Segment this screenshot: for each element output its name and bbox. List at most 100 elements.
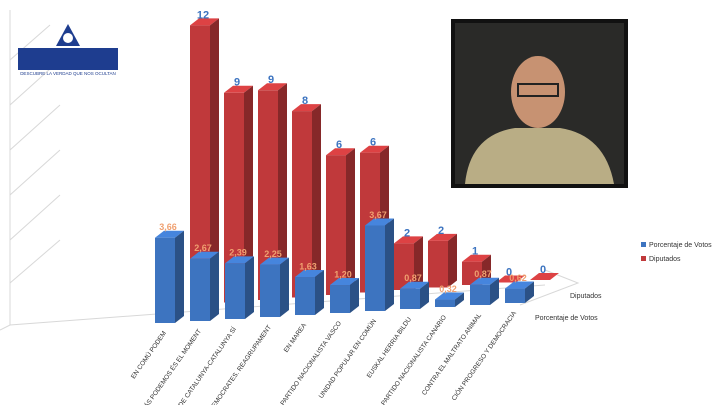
data-label: 2,67	[194, 243, 212, 253]
data-label: 6	[336, 139, 342, 151]
data-label: 2,25	[264, 249, 282, 259]
logo-tagline: DESCUBRE LA VERDAD QUE NOS OCULTAN	[20, 71, 116, 76]
bar-side	[245, 256, 254, 319]
bar	[365, 225, 385, 311]
bar	[190, 25, 210, 306]
bar-top	[394, 236, 423, 244]
bar	[330, 285, 350, 313]
wall-line	[9, 104, 61, 151]
data-label: 1	[472, 246, 478, 258]
bar	[292, 111, 312, 298]
x-tick-label: PARTIDO NACIONALISTA VASCO	[279, 320, 343, 405]
bar-top	[435, 292, 464, 300]
bar	[224, 92, 244, 303]
data-label: 12	[197, 9, 209, 21]
bar	[505, 288, 525, 303]
data-label: 0,87	[404, 273, 422, 283]
bar	[225, 263, 245, 319]
bar	[462, 261, 482, 285]
bar-top	[360, 145, 389, 153]
bar-side	[210, 18, 219, 306]
bar	[428, 240, 448, 288]
bar-side	[244, 85, 253, 303]
bar-side	[350, 278, 359, 313]
bar-side	[210, 251, 219, 321]
bar-side	[312, 104, 321, 298]
bar-top	[496, 275, 525, 283]
data-label: 1,20	[334, 269, 352, 279]
bar	[155, 237, 175, 323]
data-label: 6	[370, 137, 376, 149]
wall-line	[9, 149, 61, 196]
x-tick-label: DE CATALUNYA-CATALUNYA SÍ	[176, 325, 238, 405]
bar-top	[428, 233, 457, 241]
wall-line	[9, 239, 61, 284]
data-label: 0,62	[509, 273, 527, 283]
data-label: 2	[404, 227, 410, 239]
bar-side	[455, 292, 464, 307]
data-label: 2	[438, 225, 444, 237]
legend-swatch	[641, 242, 646, 247]
data-label: 8	[302, 95, 308, 107]
x-tick-label: CONTRA EL MALTRATO ANIMAL	[421, 312, 483, 397]
wall-line	[9, 194, 61, 241]
data-label: 0,87	[474, 269, 492, 279]
bar-side	[175, 230, 184, 323]
bar-top	[155, 230, 184, 238]
wall-line	[9, 24, 51, 61]
bar-top	[292, 104, 321, 112]
bar-top	[190, 18, 219, 26]
data-label: 9	[234, 77, 240, 89]
bar-side	[420, 281, 429, 309]
bar-top	[258, 83, 287, 91]
bar-side	[525, 281, 534, 303]
person-head	[511, 56, 565, 128]
data-label: 0	[506, 266, 512, 278]
data-label: 9	[268, 74, 274, 86]
bar-top	[224, 85, 253, 93]
data-label: 0	[540, 264, 546, 276]
legend-swatch	[641, 256, 646, 261]
bar-top	[260, 257, 289, 265]
bar-top	[530, 273, 559, 280]
data-label: 3,67	[369, 210, 387, 220]
bar	[435, 299, 455, 307]
bar	[400, 288, 420, 309]
depth-label: Porcentaje de Votos	[535, 315, 598, 322]
bar-top	[225, 256, 254, 264]
bar-top	[462, 254, 491, 262]
bar-side	[448, 233, 457, 288]
bar-top	[326, 148, 355, 156]
data-label: 1,63	[299, 261, 317, 271]
x-tick-label: PARTIDO NACIONALISTA CANARIO	[380, 314, 448, 405]
bar-top	[330, 278, 359, 286]
legend: Porcentaje de Votos Diputados	[641, 242, 712, 263]
logo-banner	[18, 48, 118, 70]
depth-label: Diputados	[570, 293, 602, 300]
bar-side	[385, 218, 394, 311]
bar-side	[346, 148, 355, 295]
bar	[470, 284, 490, 305]
person-body	[465, 128, 614, 184]
bar-top	[190, 251, 219, 259]
bar-side	[278, 83, 287, 300]
bar	[295, 277, 315, 315]
bar-side	[482, 254, 491, 285]
bar-side	[280, 257, 289, 317]
x-tick-label: UNIDAD POPULAR EN COMÚN	[316, 317, 378, 400]
bar-side	[490, 277, 499, 305]
bar	[326, 155, 346, 295]
data-label: 3,66	[159, 222, 177, 232]
bar-side	[414, 236, 423, 290]
bar-top	[295, 270, 324, 278]
data-label: 0,32	[439, 284, 457, 294]
x-tick-label: EN MAREA	[283, 322, 309, 354]
data-label: 2,39	[229, 248, 247, 258]
bar-top	[470, 277, 499, 285]
logo-eye	[63, 33, 73, 43]
bar-top	[365, 218, 394, 226]
x-tick-label: CIÓN PROGRESO Y DEMOCRACIA	[449, 308, 518, 402]
legend-label: Diputados	[649, 256, 681, 263]
